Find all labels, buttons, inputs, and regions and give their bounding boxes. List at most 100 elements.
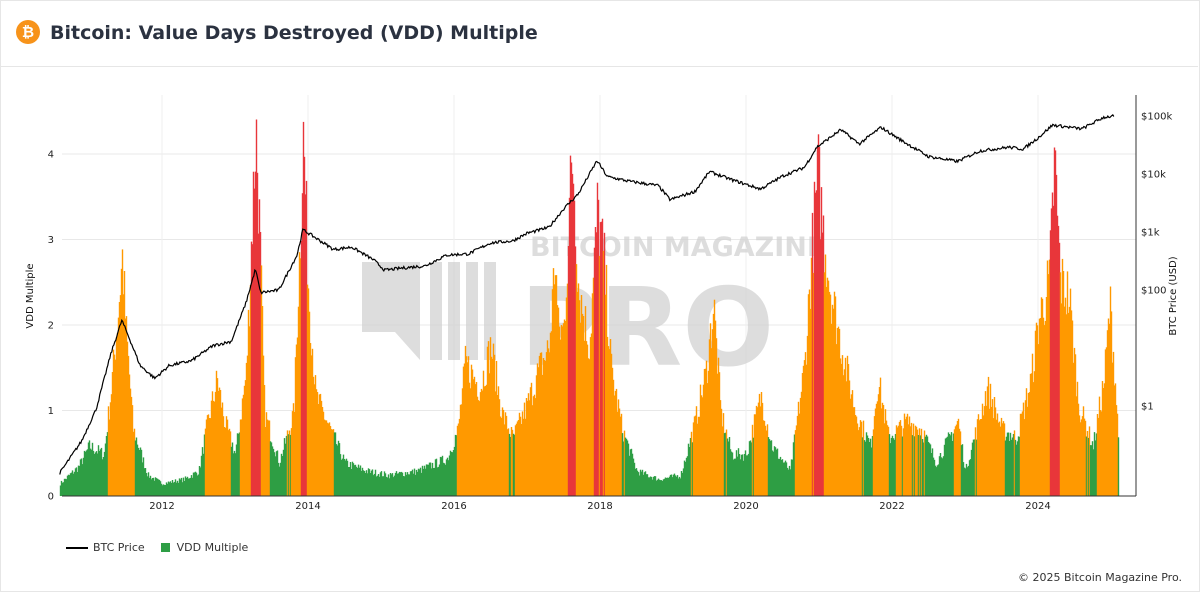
- vdd-bar: [855, 416, 858, 496]
- vdd-bar: [837, 326, 840, 496]
- axes: [62, 95, 1137, 497]
- vdd-bar: [403, 476, 406, 496]
- vdd-bar: [1043, 325, 1046, 496]
- vdd-bar: [559, 339, 562, 496]
- vdd-bar: [616, 411, 619, 496]
- vdd-bar: [585, 341, 588, 496]
- legend-line-icon: [66, 546, 88, 549]
- vdd-bar: [980, 419, 983, 496]
- vdd-bar: [1051, 192, 1054, 496]
- vdd-bar: [524, 418, 527, 496]
- vdd-bar: [822, 215, 825, 496]
- vdd-bar: [939, 453, 942, 496]
- legend-item-btc-price[interactable]: BTC Price: [66, 541, 145, 554]
- vdd-bar: [602, 250, 605, 496]
- vdd-bar: [132, 431, 135, 496]
- vdd-bar: [208, 418, 211, 496]
- vdd-bar: [1010, 439, 1013, 496]
- legend-item-vdd-multiple[interactable]: VDD Multiple: [160, 541, 248, 554]
- vdd-bar: [138, 450, 141, 496]
- vdd-bar: [801, 373, 804, 496]
- vdd-bar: [219, 390, 222, 496]
- vdd-bar: [878, 387, 881, 496]
- vdd-bar: [930, 453, 933, 496]
- vdd-bar: [264, 427, 267, 496]
- vdd-bar: [168, 482, 171, 496]
- vdd-bar: [298, 252, 301, 496]
- vdd-bar: [711, 329, 714, 496]
- vdd-bar: [548, 352, 551, 496]
- vdd-bar: [467, 356, 470, 496]
- vdd-bar: [449, 450, 452, 496]
- vdd-bar: [584, 306, 587, 496]
- vdd-bar: [98, 451, 101, 496]
- vdd-bar: [618, 408, 621, 496]
- vdd-bar: [263, 385, 266, 496]
- vdd-bar: [304, 194, 307, 496]
- vdd-bar: [82, 457, 85, 496]
- vdd-bar: [511, 429, 514, 496]
- vdd-bar: [1062, 271, 1065, 496]
- vdd-bar: [1054, 150, 1057, 496]
- vdd-bar: [768, 439, 771, 496]
- vdd-bar: [680, 471, 683, 496]
- vdd-bar: [826, 277, 829, 496]
- vdd-bar: [615, 388, 618, 496]
- vdd-bar: [921, 439, 924, 496]
- vdd-bar: [1005, 436, 1008, 496]
- vdd-bar: [844, 357, 847, 496]
- vdd-bar: [707, 370, 710, 496]
- vdd-bar: [947, 432, 950, 496]
- vdd-bar: [381, 476, 384, 496]
- vdd-bar: [288, 430, 291, 496]
- vdd-bar: [672, 474, 675, 496]
- vdd-bar: [315, 389, 318, 496]
- vdd-bar: [638, 475, 641, 496]
- vdd-bar: [142, 457, 145, 496]
- vdd-bar: [1028, 392, 1031, 496]
- vdd-bar: [354, 464, 357, 496]
- vdd-bar: [275, 451, 278, 496]
- vdd-bar: [151, 478, 154, 496]
- vdd-bar: [289, 434, 292, 496]
- vdd-bar: [907, 424, 910, 496]
- vdd-bar: [852, 407, 855, 496]
- vdd-bar: [866, 435, 869, 496]
- vdd-bar: [329, 426, 332, 496]
- vdd-bar: [63, 478, 66, 496]
- vdd-bar: [357, 464, 360, 496]
- vdd-bar: [430, 468, 433, 496]
- vdd-bar: [550, 331, 553, 496]
- vdd-bar: [533, 394, 536, 496]
- vdd-bar: [1024, 400, 1027, 496]
- vdd-bar: [753, 414, 756, 496]
- vdd-bar: [1048, 259, 1051, 496]
- vdd-bar: [258, 199, 261, 497]
- vdd-bar: [971, 442, 974, 496]
- vdd-bar: [1023, 419, 1026, 496]
- vdd-bar: [145, 473, 148, 496]
- vdd-bar: [986, 386, 989, 496]
- vdd-bar: [225, 416, 228, 496]
- vdd-bar: [319, 393, 322, 496]
- vdd-bar: [1047, 274, 1050, 496]
- vdd-bar: [783, 462, 786, 496]
- vdd-bar: [251, 244, 254, 496]
- vdd-bar: [1084, 420, 1087, 496]
- vdd-bar: [69, 473, 72, 496]
- vdd-bar: [515, 423, 518, 496]
- vdd-bar: [223, 427, 226, 496]
- vdd-bar: [1032, 382, 1035, 496]
- vdd-bar: [393, 475, 396, 496]
- vdd-bar: [343, 459, 346, 496]
- vdd-bar: [666, 477, 669, 496]
- vdd-bar: [194, 471, 197, 496]
- vdd-bar: [207, 414, 210, 496]
- vdd-bar: [128, 374, 131, 496]
- vdd-bar: [683, 460, 686, 496]
- vdd-bar: [490, 356, 493, 496]
- vdd-bar: [756, 407, 759, 496]
- x-tick-label: 2016: [441, 501, 466, 512]
- vdd-bar: [402, 476, 405, 496]
- vdd-bar: [601, 218, 604, 496]
